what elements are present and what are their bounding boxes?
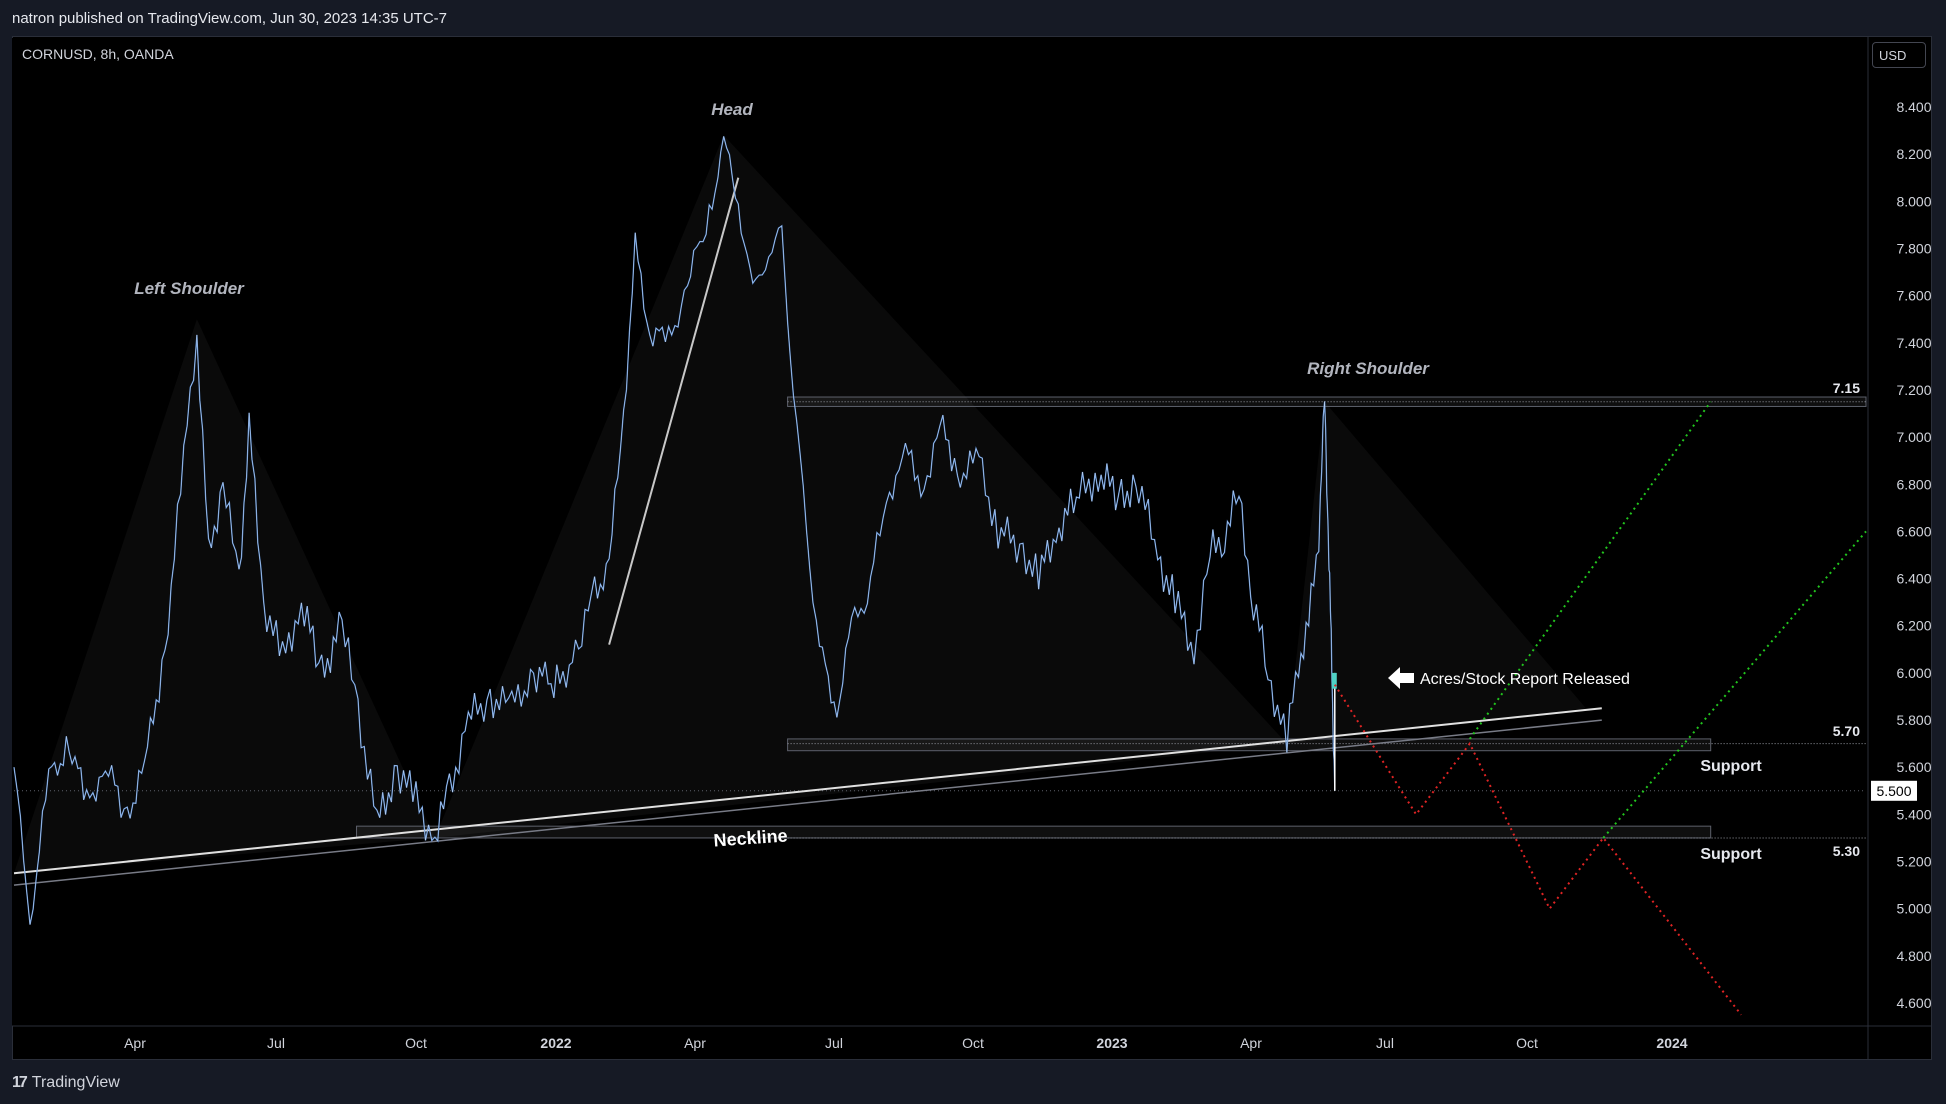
plot-area bbox=[12, 38, 1868, 1026]
footer: 17 TradingView bbox=[0, 1062, 1946, 1104]
x-tick-1: Jul bbox=[267, 1035, 285, 1051]
currency-button[interactable]: USD bbox=[1872, 42, 1926, 68]
x-tick-10: Oct bbox=[1516, 1035, 1538, 1051]
x-tick-5: Jul bbox=[825, 1035, 843, 1051]
y-tick-11: 6.200 bbox=[1896, 618, 1931, 634]
y-tick-9: 6.600 bbox=[1896, 523, 1931, 539]
x-tick-8: Apr bbox=[1240, 1035, 1262, 1051]
y-tick-0: 8.400 bbox=[1896, 99, 1931, 115]
label-support-lower: Support bbox=[1700, 846, 1762, 863]
publish-bar: natron published on TradingView.com, Jun… bbox=[0, 0, 1946, 36]
resistance-box-7-15 bbox=[787, 396, 1867, 407]
left-shoulder-shade bbox=[14, 319, 435, 874]
x-tick-2: Oct bbox=[405, 1035, 427, 1051]
y-tick-2: 8.000 bbox=[1896, 193, 1931, 209]
neckline-channel bbox=[13, 719, 1602, 886]
x-tick-4: Apr bbox=[684, 1035, 706, 1051]
tradingview-logo-icon: 17 bbox=[12, 1074, 28, 1091]
level-label-1: 5.70 bbox=[1833, 723, 1860, 739]
y-tick-7: 7.000 bbox=[1896, 429, 1931, 445]
y-tick-12: 6.000 bbox=[1896, 665, 1931, 681]
level-label-0: 7.15 bbox=[1833, 380, 1860, 396]
y-tick-8: 6.800 bbox=[1896, 476, 1931, 492]
y-tick-1: 8.200 bbox=[1896, 146, 1931, 162]
last-candle-body bbox=[1331, 672, 1337, 689]
label-right-shoulder: Right Shoulder bbox=[1307, 359, 1430, 378]
projection-down-path bbox=[1333, 684, 1742, 1016]
y-tick-18: 4.800 bbox=[1896, 948, 1931, 964]
y-tick-19: 4.600 bbox=[1896, 995, 1931, 1011]
y-tick-17: 5.000 bbox=[1896, 901, 1931, 917]
price-series-highlight bbox=[13, 136, 1336, 925]
trend-channel-line bbox=[608, 177, 740, 645]
last-price-badge bbox=[1871, 780, 1917, 801]
label-head: Head bbox=[711, 100, 753, 119]
y-tick-16: 5.200 bbox=[1896, 854, 1931, 870]
y-tick-4: 7.600 bbox=[1896, 288, 1931, 304]
y-tick-5: 7.400 bbox=[1896, 335, 1931, 351]
label-support-upper: Support bbox=[1700, 758, 1762, 775]
level-label-2: 5.30 bbox=[1833, 843, 1860, 859]
callout-arrow-icon bbox=[1388, 667, 1414, 689]
y-tick-3: 7.800 bbox=[1896, 240, 1931, 256]
x-tick-7: 2023 bbox=[1096, 1035, 1127, 1051]
label-left-shoulder: Left Shoulder bbox=[134, 279, 245, 298]
tradingview-logo[interactable]: 17 TradingView bbox=[12, 1074, 120, 1092]
y-tick-14: 5.600 bbox=[1896, 759, 1931, 775]
label-report-callout: Acres/Stock Report Released bbox=[1420, 671, 1630, 688]
right-shoulder-shade bbox=[1286, 401, 1586, 744]
x-tick-6: Oct bbox=[962, 1035, 984, 1051]
x-tick-0: Apr bbox=[124, 1035, 146, 1051]
x-tick-9: Jul bbox=[1376, 1035, 1394, 1051]
y-tick-6: 7.200 bbox=[1896, 382, 1931, 398]
tradingview-logo-text: TradingView bbox=[31, 1074, 120, 1091]
x-tick-11: 2024 bbox=[1656, 1035, 1687, 1051]
y-tick-10: 6.400 bbox=[1896, 571, 1931, 587]
y-tick-13: 5.800 bbox=[1896, 712, 1931, 728]
head-shade bbox=[434, 135, 1287, 838]
publisher-info: natron published on TradingView.com, Jun… bbox=[12, 10, 447, 27]
projection-up-path-2 bbox=[1602, 530, 1867, 839]
neckline bbox=[13, 707, 1602, 875]
last-price-label: 5.500 bbox=[1876, 783, 1911, 799]
y-tick-15: 5.400 bbox=[1896, 806, 1931, 822]
symbol-label: CORNUSD, 8h, OANDA bbox=[22, 46, 174, 62]
x-tick-3: 2022 bbox=[540, 1035, 571, 1051]
